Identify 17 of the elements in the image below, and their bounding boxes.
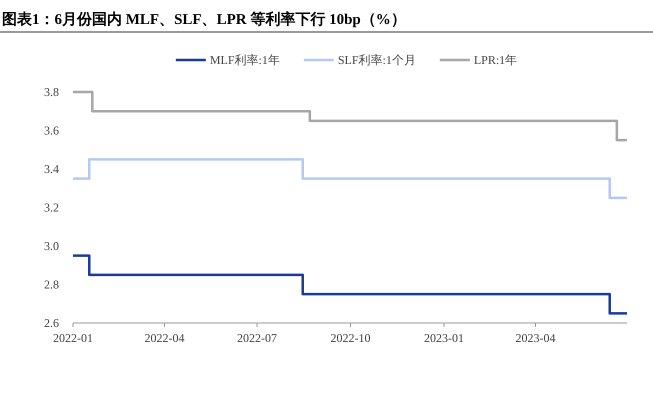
legend-label: MLF利率:1年 xyxy=(210,53,280,67)
legend-label: LPR:1年 xyxy=(474,53,518,67)
y-tick-label: 3.8 xyxy=(44,85,59,99)
y-tick-label: 2.6 xyxy=(44,316,59,330)
y-tick-label: 3.0 xyxy=(44,239,59,253)
legend-label: SLF利率:1个月 xyxy=(338,53,416,67)
chart-title: 图表1：6月份国内 MLF、SLF、LPR 等利率下行 10bp（%） xyxy=(2,10,406,28)
y-tick-label: 3.6 xyxy=(44,124,59,138)
y-tick-label: 2.8 xyxy=(44,278,59,292)
y-tick-label: 3.4 xyxy=(44,162,59,176)
x-tick-label: 2022-10 xyxy=(330,331,371,345)
x-tick-label: 2022-04 xyxy=(144,331,184,345)
x-tick-label: 2023-04 xyxy=(516,331,556,345)
x-tick-label: 2022-01 xyxy=(53,331,93,345)
y-tick-label: 3.2 xyxy=(44,200,59,214)
x-tick-label: 2022-07 xyxy=(236,331,277,345)
x-tick-label: 2023-01 xyxy=(424,331,464,345)
